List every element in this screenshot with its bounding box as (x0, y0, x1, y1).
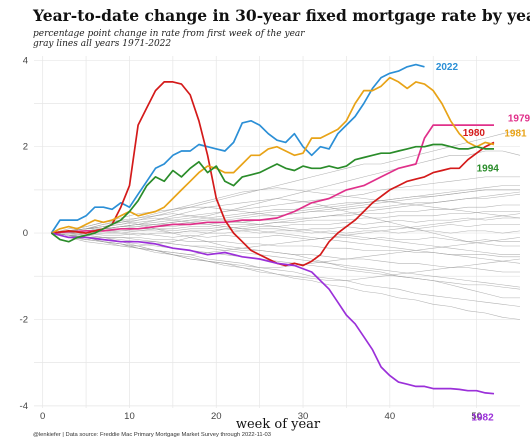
series-line-2022 (50, 63, 425, 234)
grid-layer (34, 56, 520, 408)
background-series-line (51, 217, 520, 234)
y-tick-label: -2 (20, 314, 28, 325)
series-line-1981 (51, 76, 495, 234)
x-tick-label: 0 (40, 411, 45, 422)
tick-label-layer: 0 10 20 30 40 50 -4 -2 0 2 4 (20, 55, 482, 422)
background-series-line (51, 189, 520, 234)
series-line-1980 (51, 81, 495, 267)
highlight-series-layer (50, 63, 495, 395)
series-label-1979: 1979 (508, 114, 530, 125)
background-series-line (51, 232, 521, 281)
series-label-1994: 1994 (477, 163, 500, 174)
background-series-line (51, 176, 520, 234)
x-tick-label: 10 (124, 411, 135, 422)
y-tick-label: 4 (23, 55, 28, 66)
background-series-line (51, 232, 521, 290)
background-series-line (51, 232, 521, 288)
x-tick-label: 50 (471, 411, 482, 422)
background-series-line (51, 198, 520, 247)
y-tick-label: 2 (23, 142, 28, 153)
y-tick-label: -4 (20, 401, 28, 412)
x-tick-label: 30 (298, 411, 309, 422)
series-label-1982: 1982 (471, 413, 494, 424)
series-label-1981: 1981 (504, 129, 527, 140)
series-label-2022: 2022 (436, 62, 459, 73)
background-series-line (51, 224, 520, 234)
chart-caption: @lenkiefer | Data source: Freddie Mac Pr… (33, 432, 271, 438)
series-label-layer: 2022 1979 1980 1981 1982 1994 (436, 62, 530, 424)
background-series-line (51, 232, 520, 258)
series-line-1994 (50, 143, 494, 243)
series-line-1979 (51, 124, 494, 234)
y-tick-label: 0 (23, 228, 28, 239)
series-label-1980: 1980 (463, 128, 486, 139)
background-series-line (51, 232, 521, 268)
background-series-line (51, 219, 520, 299)
chart-subtitle: percentage point change in rate from fir… (33, 29, 305, 39)
background-series-line (51, 232, 521, 320)
x-axis-title: week of year (236, 417, 321, 432)
background-series-line (51, 187, 521, 234)
chart-title: Year-to-date change in 30-year fixed mor… (32, 6, 530, 25)
chart-subtitle-2: gray lines all years 1971-2022 (33, 39, 171, 49)
series-line-1982 (51, 232, 495, 395)
x-tick-label: 20 (211, 411, 222, 422)
background-series-line (51, 217, 521, 264)
background-series-line (51, 232, 520, 242)
x-tick-label: 40 (385, 411, 396, 422)
background-series-layer (51, 129, 521, 320)
background-series-line (51, 232, 521, 307)
background-series-line (51, 211, 520, 234)
